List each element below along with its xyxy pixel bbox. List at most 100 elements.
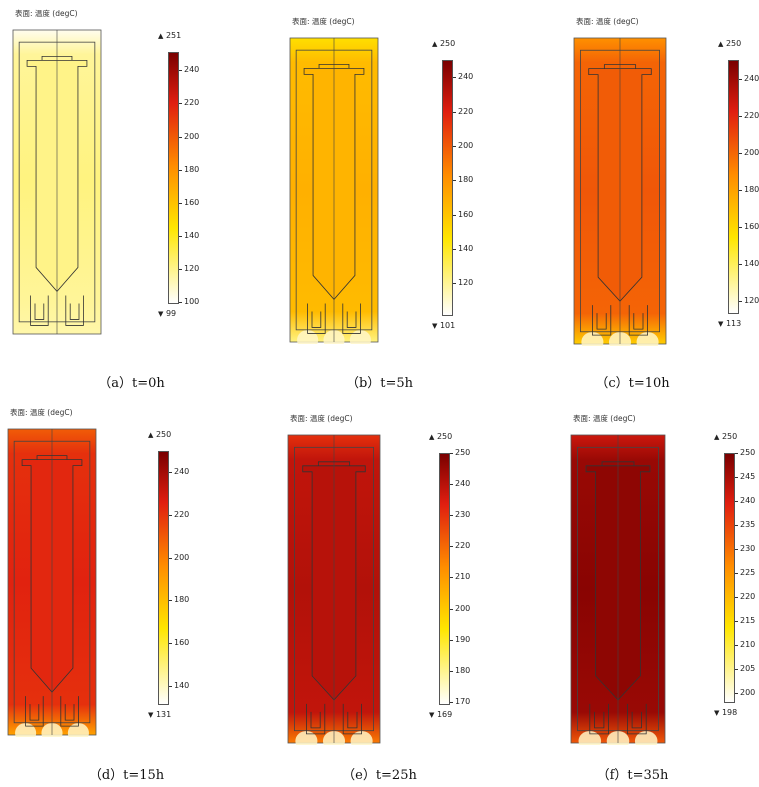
colorbar-tick-label: 210	[740, 640, 756, 650]
colorbar-tick-mark	[179, 269, 182, 271]
colorbar-tick-label: 225	[740, 568, 756, 578]
colorbar-tick-label: 220	[458, 106, 474, 116]
colorbar-tick-mark	[179, 169, 182, 171]
colorbar-max-label: ▲ 250	[148, 430, 172, 439]
colorbar-tick-mark	[735, 621, 738, 623]
colorbar-tick-label: 240	[184, 65, 200, 75]
colorbar	[439, 453, 450, 705]
colorbar-tick-mark	[450, 608, 453, 610]
colorbar-tick-mark	[739, 301, 742, 303]
coil-shape	[342, 303, 361, 334]
colorbar-tick-label: 220	[184, 98, 200, 108]
colorbar-tick-label: 100	[184, 297, 200, 307]
colorbar	[442, 60, 453, 316]
panel-a: 表面: 温度 (degC) ▲ 251 ▼ 99 100 120 140 160 180 200…	[5, 0, 258, 393]
colorbar-tick-mark	[739, 152, 742, 154]
colorbar-tick-label: 120	[458, 278, 474, 288]
colorbar-tick-mark	[735, 669, 738, 671]
colorbar-tick-mark	[450, 639, 453, 641]
colorbar-tick-label: 240	[174, 467, 190, 477]
down-triangle-icon: ▼	[714, 709, 720, 717]
colorbar-tick-label: 240	[455, 479, 471, 489]
panel-title: 表面: 温度 (degC)	[10, 408, 73, 417]
colorbar-tick-mark	[735, 573, 738, 575]
coil-shape	[627, 703, 647, 735]
colorbar	[168, 52, 179, 304]
panel-e: 表面: 温度 (degC) ▲ 250 ▼ 169 170 180 190 200 210 22…	[253, 393, 506, 786]
colorbar-tick-label: 200	[174, 552, 190, 562]
colorbar-tick-mark	[169, 685, 172, 687]
colorbar-tick-mark	[739, 263, 742, 265]
up-triangle-icon: ▲	[718, 40, 724, 48]
panel-caption: （f）t=35h	[596, 768, 669, 783]
up-triangle-icon: ▲	[148, 431, 154, 439]
colorbar-tick-mark	[735, 549, 738, 551]
down-triangle-icon: ▼	[429, 711, 435, 719]
coil-shape	[65, 295, 84, 326]
panel-caption: （c）t=10h	[595, 376, 670, 391]
colorbar-tick-label: 140	[458, 243, 474, 253]
colorbar-tick-label: 240	[744, 73, 759, 83]
down-triangle-icon: ▼	[148, 711, 154, 719]
colorbar-tick-mark	[739, 78, 742, 80]
colorbar-max-label: ▲ 250	[432, 39, 456, 48]
colorbar-tick-mark	[169, 557, 172, 559]
colorbar-tick-label: 120	[744, 296, 759, 306]
colorbar-tick-mark	[735, 693, 738, 695]
colorbar-tick-mark	[453, 283, 456, 285]
colorbar-tick-mark	[450, 453, 453, 454]
colorbar-tick-mark	[453, 248, 456, 250]
hotspot	[578, 731, 602, 745]
temperature-plate	[570, 434, 666, 745]
colorbar-tick-label: 170	[455, 696, 471, 706]
colorbar-tick-label: 245	[740, 472, 756, 482]
colorbar-tick-mark	[739, 226, 742, 228]
temperature-plate	[573, 37, 667, 346]
down-triangle-icon: ▼	[718, 320, 724, 328]
colorbar-tick-mark	[453, 214, 456, 216]
colorbar-tick-mark	[169, 472, 172, 474]
panel-title: 表面: 温度 (degC)	[576, 17, 639, 26]
hotspot	[634, 731, 658, 745]
colorbar-min-label: ▼ 198	[714, 708, 738, 717]
colorbar-tick-label: 180	[744, 184, 759, 194]
panel-caption: （d）t=15h	[88, 768, 165, 783]
up-triangle-icon: ▲	[158, 32, 164, 40]
colorbar-tick-mark	[450, 670, 453, 672]
colorbar-tick-mark	[450, 546, 453, 548]
top-notch	[318, 64, 350, 69]
temperature-plate	[289, 37, 379, 344]
up-triangle-icon: ▲	[432, 40, 438, 48]
colorbar-tick-label: 230	[455, 510, 471, 520]
colorbar	[158, 451, 169, 705]
coil-shape	[60, 696, 79, 727]
panel-c: 表面: 温度 (degC) ▲ 250 ▼ 113 120 140 160 180 200 22…	[506, 0, 759, 393]
colorbar-tick-mark	[450, 701, 453, 703]
colorbar-tick-label: 160	[744, 221, 759, 231]
colorbar-tick-label: 160	[458, 209, 474, 219]
colorbar-tick-mark	[735, 501, 738, 503]
temperature-plate	[287, 434, 381, 745]
colorbar-tick-mark	[739, 115, 742, 117]
colorbar-tick-mark	[450, 515, 453, 517]
colorbar-tick-mark	[735, 453, 738, 454]
coil-shape	[342, 703, 362, 735]
colorbar-tick-label: 235	[740, 520, 756, 530]
coil-shape	[592, 305, 612, 336]
coil-shape	[307, 303, 326, 334]
panel-caption: （e）t=25h	[342, 768, 417, 783]
coil-shape	[306, 703, 326, 735]
colorbar-tick-mark	[735, 477, 738, 479]
colorbar	[728, 60, 739, 314]
coil-shape	[589, 703, 609, 735]
colorbar-tick-label: 230	[740, 544, 756, 554]
colorbar-tick-label: 205	[740, 664, 756, 674]
colorbar-tick-label: 160	[174, 638, 190, 648]
colorbar-tick-label: 140	[744, 258, 759, 268]
colorbar-tick-mark	[450, 484, 453, 486]
colorbar-tick-mark	[453, 111, 456, 113]
colorbar-min-label: ▼ 99	[158, 309, 177, 318]
up-triangle-icon: ▲	[429, 433, 435, 441]
panel-d: 表面: 温度 (degC) ▲ 250 ▼ 131 140 160 180 200 220 24…	[0, 393, 253, 786]
colorbar-tick-mark	[169, 643, 172, 645]
